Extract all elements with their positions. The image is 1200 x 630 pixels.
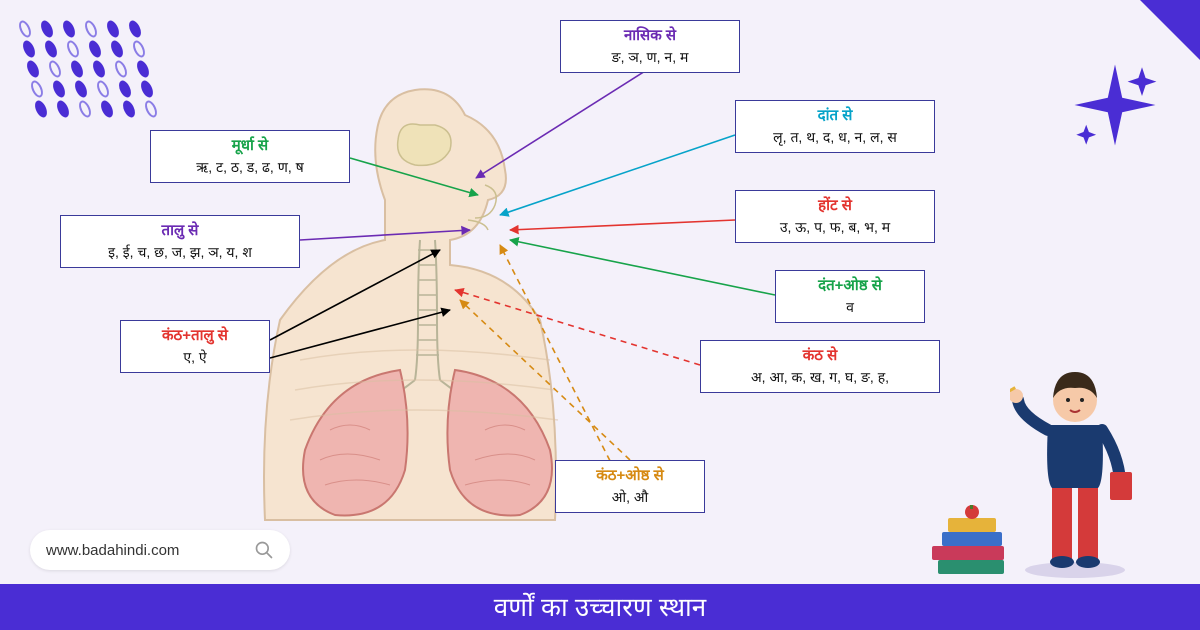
label-murdha: मूर्धा से ऋ, ट, ठ, ड, ढ, ण, ष (150, 130, 350, 183)
label-kanthosth: कंठ+ओष्ठ से ओ, औ (555, 460, 705, 513)
label-kanthtalu-title: कंठ+तालु से (131, 326, 259, 346)
label-talu: तालु से इ, ई, च, छ, ज, झ, ञ, य, श (60, 215, 300, 268)
label-kanthtalu: कंठ+तालु से ए, ऐ (120, 320, 270, 373)
label-lips-title: होंट से (746, 196, 924, 216)
label-dantosth: दंत+ओष्ठ से व (775, 270, 925, 323)
label-kanth-title: कंठ से (711, 346, 929, 366)
label-lips-content: उ, ऊ, प, फ, ब, भ, म (746, 218, 924, 237)
label-lips: होंट से उ, ऊ, प, फ, ब, भ, म (735, 190, 935, 243)
label-nasal-title: नासिक से (571, 26, 729, 46)
label-dantosth-content: व (786, 298, 914, 317)
label-kanthosth-title: कंठ+ओष्ठ से (566, 466, 694, 486)
label-kanth: कंठ से अ, आ, क, ख, ग, घ, ङ, ह, (700, 340, 940, 393)
label-nasal: नासिक से ङ, ञ, ण, न, म (560, 20, 740, 73)
label-kanthosth-content: ओ, औ (566, 488, 694, 507)
label-nasal-content: ङ, ञ, ण, न, म (571, 48, 729, 67)
label-dental: दांत से लृ, त, थ, द, ध, न, ल, स (735, 100, 935, 153)
label-kanthtalu-content: ए, ऐ (131, 348, 259, 367)
label-dantosth-title: दंत+ओष्ठ से (786, 276, 914, 296)
banner-title: वर्णों का उच्चारण स्थान (494, 592, 706, 622)
label-dental-title: दांत से (746, 106, 924, 126)
label-dental-content: लृ, त, थ, द, ध, न, ल, स (746, 128, 924, 147)
sparkle-icon (1070, 60, 1160, 150)
decorative-dots (20, 20, 160, 130)
label-talu-title: तालु से (71, 221, 289, 241)
corner-fold (1140, 0, 1200, 60)
label-murdha-title: मूर्धा से (161, 136, 339, 156)
label-talu-content: इ, ई, च, छ, ज, झ, ञ, य, श (71, 243, 289, 262)
label-murdha-content: ऋ, ट, ठ, ड, ढ, ण, ष (161, 158, 339, 177)
teacher-illustration (1010, 360, 1140, 580)
search-icon (254, 540, 274, 560)
label-kanth-content: अ, आ, क, ख, ग, घ, ङ, ह, (711, 368, 929, 387)
website-text: www.badahindi.com (46, 542, 179, 559)
books-icon (920, 502, 1020, 582)
website-pill: www.badahindi.com (30, 530, 290, 570)
title-banner: वर्णों का उच्चारण स्थान (0, 584, 1200, 630)
